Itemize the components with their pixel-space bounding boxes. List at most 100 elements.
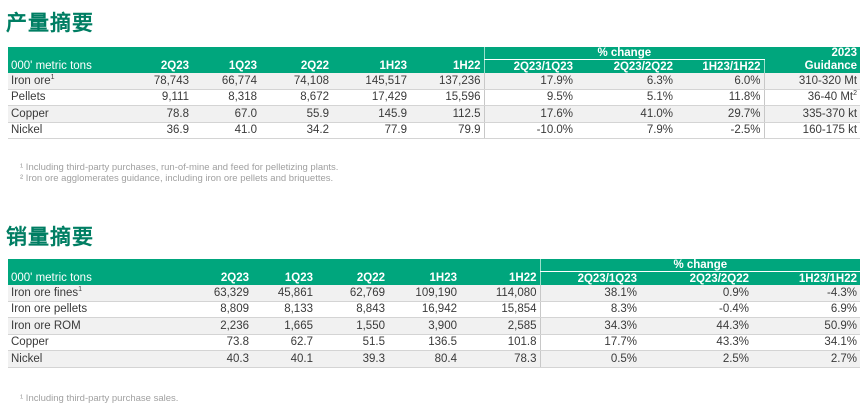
table-cell: 5.1% bbox=[576, 89, 677, 106]
table-cell: 40.3 bbox=[136, 350, 252, 368]
production-footnotes: ¹ Including third-party purchases, run-o… bbox=[20, 162, 338, 184]
table-row: Iron ore ROM 2,236 1,665 1,550 3,900 2,585 34.… bbox=[8, 317, 861, 335]
table-cell: 50.9% bbox=[752, 317, 861, 335]
guidance-value: 335-370 kt bbox=[802, 107, 858, 120]
table-cell: 101.8 bbox=[460, 334, 541, 351]
table-cell: 29.7% bbox=[676, 105, 765, 123]
table-cell: 8,133 bbox=[252, 301, 316, 318]
table-cell: 9.5% bbox=[483, 89, 577, 106]
production-unit-label: 000' metric tons bbox=[11, 60, 92, 73]
sales-col-header: 1H22 bbox=[509, 272, 537, 285]
table-cell: 8,672 bbox=[260, 89, 332, 106]
production-footnote: ² Iron ore agglomerates guidance, includ… bbox=[20, 173, 334, 184]
table-row: Copper 73.8 62.7 51.5 136.5 101.8 17.7% 43.3% 34… bbox=[8, 334, 861, 351]
row-label: Pellets bbox=[8, 89, 120, 106]
table-cell: 79.9 bbox=[410, 122, 485, 139]
table-cell: 16,942 bbox=[388, 301, 460, 318]
production-title: 产量摘要 bbox=[6, 10, 94, 35]
row-label-text: Iron ore ROM bbox=[11, 319, 81, 332]
sales-footnotes: ¹ Including third-party purchase sales. bbox=[20, 393, 178, 404]
table-cell: 15,854 bbox=[460, 301, 541, 318]
table-cell: 114,080 bbox=[460, 285, 541, 302]
row-label-text: Nickel bbox=[11, 124, 43, 137]
table-cell: 41.0 bbox=[192, 122, 260, 139]
production-table: % change 2023 000' metric tons 2Q23 1Q23… bbox=[8, 47, 861, 139]
row-label: Iron ore pellets bbox=[8, 301, 136, 318]
production-guidance-label: Guidance bbox=[763, 59, 861, 73]
table-cell: -2.5% bbox=[676, 122, 765, 139]
table-row: Iron ore fines1 63,329 45,861 62,769 109,190… bbox=[8, 285, 861, 302]
table-row: Nickel 40.3 40.1 39.3 80.4 78.3 0.5% 2.5% 2.7% bbox=[8, 350, 861, 368]
row-label: Iron ore fines1 bbox=[8, 285, 136, 302]
sales-header-top: % change bbox=[8, 259, 861, 272]
table-cell: 63,329 bbox=[136, 285, 252, 302]
table-cell: 7.9% bbox=[576, 122, 677, 139]
production-rows: Iron ore1 78,743 66,774 74,108 145,517 137,23… bbox=[8, 73, 861, 139]
production-footnote: ¹ Including third-party purchases, run-o… bbox=[20, 162, 339, 173]
guidance-value: 36-40 Mt bbox=[807, 91, 854, 104]
table-cell: 78.8 bbox=[120, 105, 192, 123]
sales-header-columns: 000' metric tons 2Q23 1Q23 2Q22 1H23 1H2… bbox=[8, 271, 861, 285]
production-col-header: 1H23/1H22 bbox=[702, 60, 761, 73]
sales-col-header: 2Q23 bbox=[220, 272, 249, 285]
table-cell: 0.5% bbox=[539, 350, 641, 368]
table-cell: 38.1% bbox=[539, 285, 641, 302]
guidance-cell: 310-320 Mt bbox=[763, 73, 861, 90]
production-col-header: 2Q23/2Q22 bbox=[613, 60, 674, 73]
row-label-text: Copper bbox=[11, 336, 49, 349]
table-cell: 2.5% bbox=[640, 350, 753, 368]
table-cell: 8,843 bbox=[316, 301, 388, 318]
row-label: Copper bbox=[8, 105, 120, 123]
row-label: Iron ore1 bbox=[8, 73, 120, 90]
row-label: Nickel bbox=[8, 350, 136, 368]
guidance-cell: 36-40 Mt2 bbox=[763, 89, 861, 106]
table-cell: 78,743 bbox=[120, 73, 192, 90]
production-col-header: 1H22 bbox=[453, 60, 481, 73]
production-col-header: 2Q23 bbox=[160, 60, 189, 73]
production-col-header: 1H23 bbox=[379, 60, 408, 73]
table-cell: 136.5 bbox=[388, 334, 460, 351]
table-cell: 34.3% bbox=[539, 317, 641, 335]
footnote-marker: 1 bbox=[78, 285, 83, 293]
sales-col-header: 1H23 bbox=[429, 272, 458, 285]
guidance-value: 310-320 Mt bbox=[798, 74, 858, 87]
table-cell: 17.9% bbox=[483, 73, 577, 90]
table-row: Iron ore1 78,743 66,774 74,108 145,517 137,23… bbox=[8, 73, 861, 90]
table-cell: 62,769 bbox=[316, 285, 388, 302]
table-cell: 2,585 bbox=[460, 317, 541, 335]
table-cell: 109,190 bbox=[388, 285, 460, 302]
row-label-text: Iron ore fines bbox=[11, 286, 79, 299]
table-cell: 137,236 bbox=[410, 73, 485, 90]
table-cell: 55.9 bbox=[260, 105, 332, 123]
table-cell: 8,318 bbox=[192, 89, 260, 106]
table-cell: 40.1 bbox=[252, 350, 316, 368]
production-col-header: 1Q23 bbox=[228, 60, 257, 73]
table-row: Copper 78.8 67.0 55.9 145.9 112.5 17.6% 41.0% 29… bbox=[8, 105, 861, 123]
table-cell: 74,108 bbox=[260, 73, 332, 90]
row-label-text: Pellets bbox=[11, 91, 46, 104]
table-cell: 9,111 bbox=[120, 89, 192, 106]
row-label: Nickel bbox=[8, 122, 120, 139]
table-cell: 1,665 bbox=[252, 317, 316, 335]
sales-footnote: ¹ Including third-party purchase sales. bbox=[20, 393, 179, 404]
table-cell: 112.5 bbox=[410, 105, 485, 123]
table-cell: 15,596 bbox=[410, 89, 485, 106]
row-label-text: Iron ore bbox=[11, 74, 51, 87]
table-cell: 2,236 bbox=[136, 317, 252, 335]
table-cell: 62.7 bbox=[252, 334, 316, 351]
table-cell: 17,429 bbox=[332, 89, 410, 106]
table-cell: 6.3% bbox=[576, 73, 677, 90]
sales-pct-change-label: % change bbox=[539, 259, 861, 272]
table-cell: 45,861 bbox=[252, 285, 316, 302]
table-cell: 6.0% bbox=[676, 73, 765, 90]
production-header-columns: 000' metric tons 2Q23 1Q23 2Q22 1H23 1H2… bbox=[8, 59, 861, 73]
production-pct-change-label: % change bbox=[483, 47, 765, 60]
table-cell: 145.9 bbox=[332, 105, 410, 123]
table-row: Nickel 36.9 41.0 34.2 77.9 79.9 -10.0% 7.9% -2.5… bbox=[8, 122, 861, 139]
table-cell: 8.3% bbox=[539, 301, 641, 318]
table-row: Iron ore pellets 8,809 8,133 8,843 16,942 15,… bbox=[8, 301, 861, 318]
table-cell: 80.4 bbox=[388, 350, 460, 368]
footnote-marker: 1 bbox=[50, 73, 55, 81]
table-cell: 3,900 bbox=[388, 317, 460, 335]
table-cell: 145,517 bbox=[332, 73, 410, 90]
